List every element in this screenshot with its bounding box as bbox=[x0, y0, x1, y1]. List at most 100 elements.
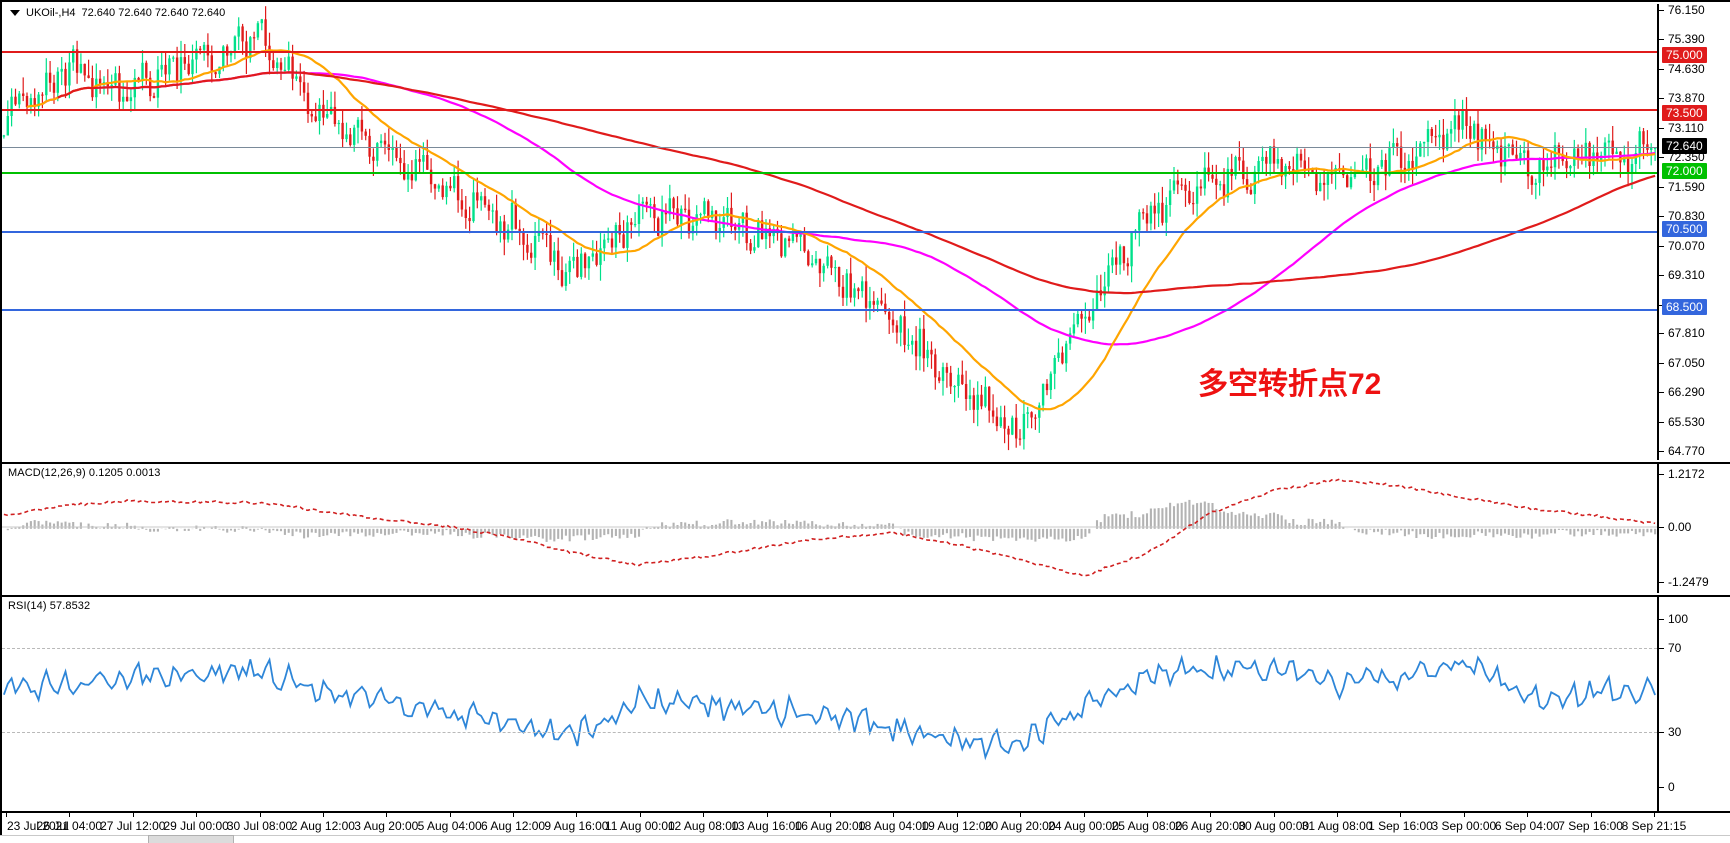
time-axis-label: 7 Sep 16:00 bbox=[1558, 819, 1623, 833]
price-tick-label: 67.050 bbox=[1668, 355, 1705, 370]
time-tick bbox=[956, 813, 958, 817]
time-tick bbox=[69, 813, 71, 817]
time-axis-label: 12 Aug 08:00 bbox=[667, 819, 739, 833]
time-tick bbox=[513, 813, 515, 817]
time-axis-label: 3 Aug 20:00 bbox=[354, 819, 419, 833]
time-axis-label: 2 Aug 12:00 bbox=[290, 819, 355, 833]
price-tick bbox=[1659, 421, 1664, 423]
time-axis-label: 19 Aug 12:00 bbox=[921, 819, 993, 833]
macd-tick-label: 0.00 bbox=[1668, 520, 1692, 534]
level-line-73500[interactable] bbox=[2, 109, 1657, 111]
time-tick bbox=[196, 813, 198, 817]
level-line-72000[interactable] bbox=[2, 172, 1657, 174]
time-tick bbox=[1083, 813, 1085, 817]
price-tick bbox=[1659, 245, 1664, 247]
macd-tick bbox=[1659, 527, 1664, 528]
price-tick-label: 70.070 bbox=[1668, 238, 1705, 253]
time-axis-label: 31 Aug 08:00 bbox=[1301, 819, 1373, 833]
price-tick bbox=[1659, 275, 1664, 277]
price-scale-axis[interactable]: 76.150 75.390 74.630 73.870 73.110 72.350 71.5… bbox=[1657, 4, 1730, 460]
time-axis-label: 6 Sep 04:00 bbox=[1494, 819, 1560, 833]
macd-plot-area[interactable] bbox=[2, 464, 1657, 593]
time-axis-label: 1 Sep 16:00 bbox=[1368, 819, 1433, 833]
price-tick bbox=[1659, 333, 1664, 335]
rsi-tick-label: 30 bbox=[1668, 725, 1682, 739]
time-axis-label: 9 Aug 16:00 bbox=[544, 819, 609, 833]
time-tick bbox=[1337, 813, 1339, 817]
time-tick bbox=[639, 813, 641, 817]
time-axis-label: 27 Jul 12:00 bbox=[100, 819, 166, 833]
time-tick bbox=[1210, 813, 1212, 817]
time-axis-label: 30 Aug 00:00 bbox=[1238, 819, 1310, 833]
rsi-tick-label: 0 bbox=[1668, 780, 1675, 794]
triangle-down-icon[interactable] bbox=[10, 10, 20, 16]
rsi-tick-label: 100 bbox=[1668, 612, 1689, 626]
price-level-tag[interactable]: 72.000 bbox=[1662, 162, 1707, 179]
time-tick bbox=[830, 813, 831, 817]
price-tick bbox=[1659, 157, 1664, 159]
rsi-tick bbox=[1659, 648, 1664, 649]
price-tick-label: 71.590 bbox=[1668, 179, 1705, 194]
rsi-plot-area[interactable] bbox=[2, 597, 1657, 811]
time-axis-label: 11 Aug 00:00 bbox=[604, 819, 675, 833]
price-level-tag[interactable]: 68.500 bbox=[1662, 298, 1707, 315]
macd-series bbox=[2, 478, 1657, 577]
macd-scale-axis[interactable]: 1.2172 0.00 -1.2479 bbox=[1657, 464, 1730, 593]
level-line-68500[interactable] bbox=[2, 309, 1657, 311]
price-tick-label: 73.110 bbox=[1668, 120, 1704, 135]
time-axis-label: 24 Aug 00:00 bbox=[1048, 819, 1119, 833]
price-tick-label: 69.310 bbox=[1668, 268, 1705, 283]
level-line-75000[interactable] bbox=[2, 51, 1657, 53]
macd-label: MACD(12,26,9) 0.1205 0.0013 bbox=[8, 467, 161, 479]
price-plot-area[interactable] bbox=[2, 4, 1657, 460]
macd-tick bbox=[1659, 582, 1664, 583]
time-tick bbox=[766, 813, 768, 817]
time-axis-label: 8 Sep 21:15 bbox=[1621, 819, 1687, 833]
macd-panel[interactable]: MACD(12,26,9) 0.1205 0.0013 1.2172 0.00 -1… bbox=[2, 462, 1730, 593]
rsi-level-70 bbox=[2, 648, 1657, 649]
price-tick-label: 76.150 bbox=[1668, 4, 1705, 17]
rsi-scale-axis[interactable]: 100 70 30 0 bbox=[1657, 597, 1730, 811]
price-tick-label: 64.770 bbox=[1668, 444, 1705, 459]
price-level-tag[interactable]: 73.500 bbox=[1662, 104, 1707, 121]
time-tick bbox=[259, 813, 261, 817]
price-tick-label: 73.870 bbox=[1668, 91, 1705, 106]
time-axis-label: 13 Aug 16:00 bbox=[731, 819, 802, 833]
time-axis[interactable]: 23 Jul 2021 26 Jul 04:00 27 Jul 12:00 29 Ju… bbox=[2, 811, 1730, 843]
time-tick bbox=[449, 813, 451, 817]
price-panel[interactable]: UKOil-,H4 72.640 72.640 72.640 72.640 多空… bbox=[2, 4, 1730, 460]
time-axis-label: 16 Aug 20:00 bbox=[794, 819, 866, 833]
price-tick-label: 67.810 bbox=[1668, 326, 1705, 341]
level-line-70500[interactable] bbox=[2, 231, 1657, 233]
rsi-tick bbox=[1659, 787, 1664, 788]
rsi-panel[interactable]: RSI(14) 57.8532 100 70 30 0 bbox=[2, 595, 1730, 811]
price-tick bbox=[1659, 362, 1664, 364]
time-axis-label: 26 Aug 20:00 bbox=[1174, 819, 1246, 833]
price-tick-label: 66.290 bbox=[1668, 385, 1705, 400]
price-tick-label: 74.630 bbox=[1668, 61, 1705, 76]
rsi-tick bbox=[1659, 619, 1664, 620]
price-tick bbox=[1659, 216, 1664, 218]
price-tick bbox=[1659, 392, 1664, 394]
candlestick-series bbox=[2, 6, 1657, 451]
rsi-series bbox=[3, 654, 1656, 761]
time-axis-label: 23 Jul 2021 bbox=[6, 819, 70, 833]
chart-tab[interactable] bbox=[148, 835, 234, 843]
price-level-tag[interactable]: 75.000 bbox=[1662, 46, 1707, 63]
time-axis-label: 18 Aug 04:00 bbox=[858, 819, 929, 833]
time-axis-label: 20 Aug 20:00 bbox=[984, 819, 1056, 833]
time-axis-label: 29 Jul 00:00 bbox=[163, 819, 229, 833]
macd-tick-label: 1.2172 bbox=[1668, 467, 1705, 481]
price-level-tag[interactable]: 72.640 bbox=[1662, 138, 1707, 155]
rsi-label: RSI(14) 57.8532 bbox=[8, 600, 91, 612]
time-tick bbox=[6, 813, 7, 817]
time-tick bbox=[386, 813, 388, 817]
time-axis-label: 3 Sep 00:00 bbox=[1431, 819, 1497, 833]
time-tick bbox=[1590, 813, 1592, 817]
level-line-72640 bbox=[2, 147, 1657, 148]
price-level-tag[interactable]: 70.500 bbox=[1662, 221, 1707, 238]
time-axis-label: 6 Aug 12:00 bbox=[481, 819, 546, 833]
time-tick bbox=[893, 813, 895, 817]
time-tick bbox=[1273, 813, 1275, 817]
